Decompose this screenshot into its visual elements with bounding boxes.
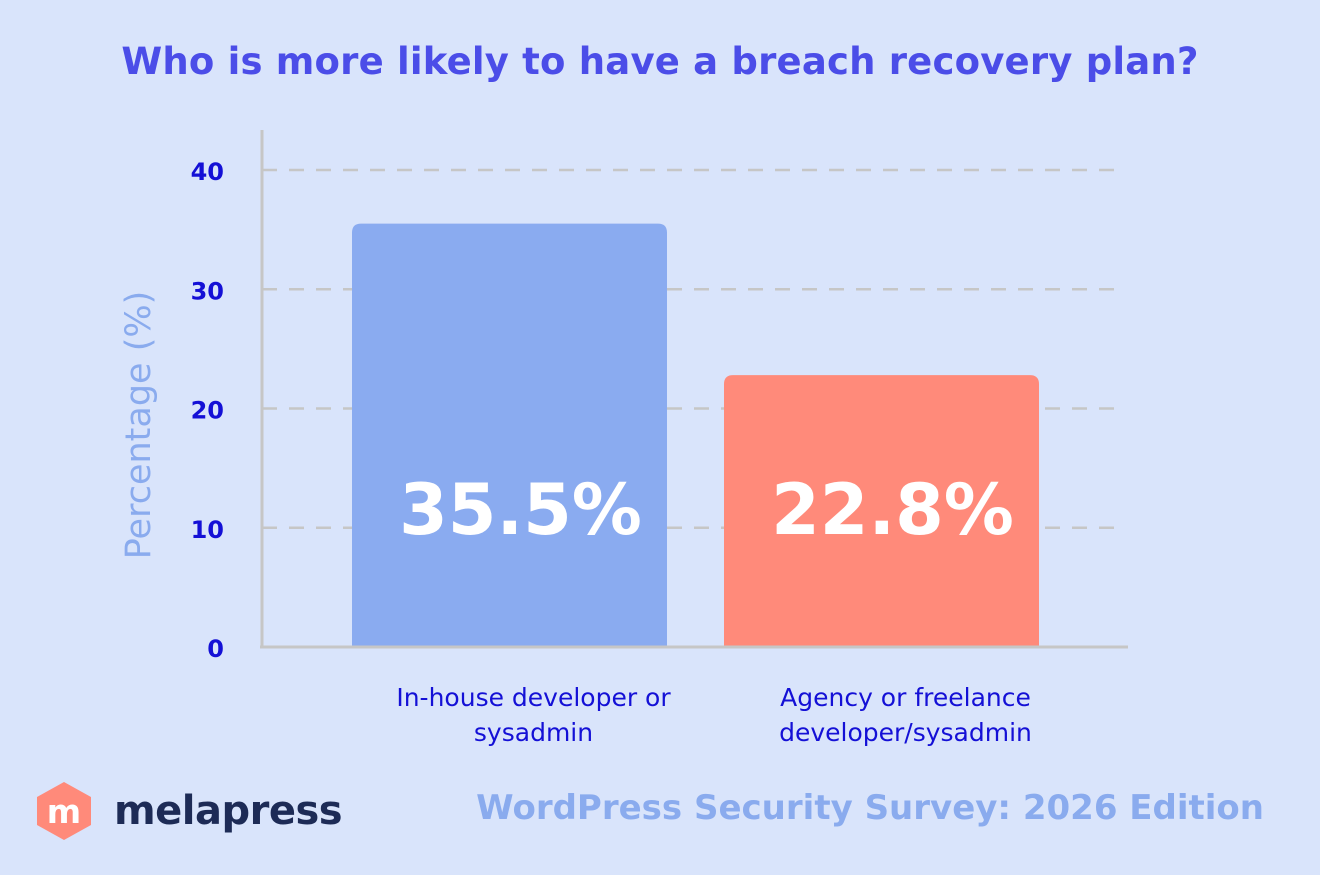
- bar-value-label: 35.5%: [399, 469, 642, 551]
- y-tick-label: 0: [207, 635, 224, 663]
- y-tick-label: 30: [191, 277, 224, 305]
- chart-title: Who is more likely to have a breach reco…: [121, 40, 1199, 83]
- x-tick-label: Agency or freelance: [780, 683, 1031, 712]
- y-tick-labels: 0 10 20 30 40: [191, 158, 224, 663]
- x-tick-label: In-house developer or: [396, 683, 671, 712]
- x-tick-label: developer/sysadmin: [779, 718, 1032, 747]
- x-tick-label: sysadmin: [474, 718, 593, 747]
- survey-edition: WordPress Security Survey: 2026 Edition: [476, 788, 1264, 828]
- logo-letter: m: [47, 792, 81, 831]
- axes: [260, 130, 1128, 649]
- y-tick-label: 10: [191, 516, 224, 544]
- bar-value-label: 22.8%: [771, 469, 1014, 551]
- brand-name: melapress: [114, 788, 343, 834]
- brand-lockup: m melapress: [34, 780, 343, 842]
- melapress-logo-icon: m: [37, 782, 91, 840]
- bar: [352, 223, 667, 647]
- bar: [724, 375, 1039, 647]
- y-tick-label: 40: [191, 158, 224, 186]
- y-axis-label: Percentage (%): [119, 291, 159, 560]
- x-tick-labels: In-house developer or sysadmin Agency or f…: [396, 683, 1032, 747]
- bars: 35.5% 22.8%: [352, 223, 1039, 647]
- y-tick-label: 20: [191, 397, 224, 425]
